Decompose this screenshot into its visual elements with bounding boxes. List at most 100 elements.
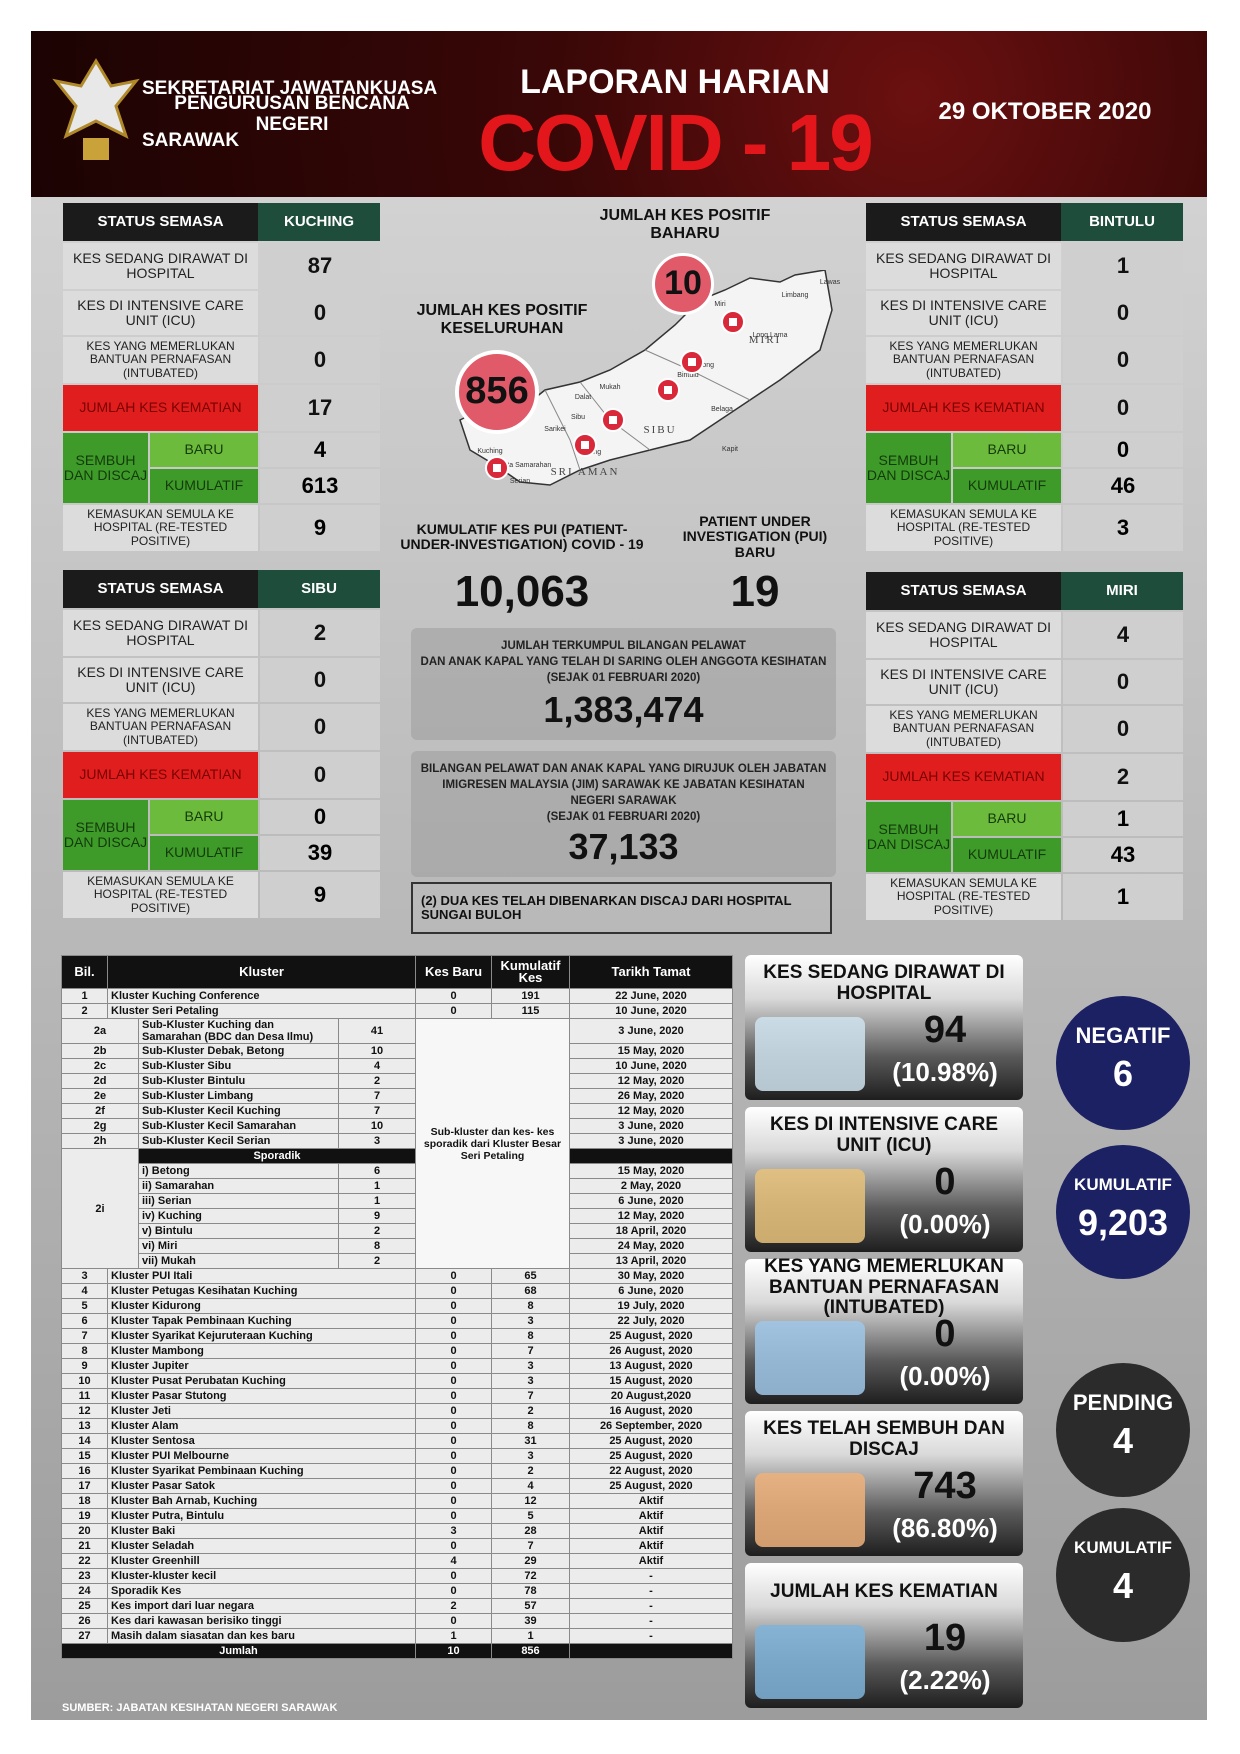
row-value: 87 xyxy=(260,243,380,289)
table-cell: 1 xyxy=(415,1628,492,1644)
table-cell xyxy=(569,1643,733,1659)
cumulative-label: KUMULATIF xyxy=(150,836,258,870)
map-town-label: Kapit xyxy=(722,446,738,454)
card-value: 19 xyxy=(923,1617,967,1660)
table-cell: Kluster Baki xyxy=(107,1523,416,1539)
table-cell: 6 xyxy=(61,1313,108,1329)
row-label: KES SEDANG DIRAWAT DI HOSPITAL xyxy=(63,610,258,656)
card-illustration xyxy=(755,1321,865,1395)
table-row: 11 Kluster Pasar Stutong 0 7 20 August,2020 xyxy=(61,1388,733,1404)
cumulative-label: KUMULATIF xyxy=(953,838,1061,872)
circle-label: PENDING xyxy=(1072,1389,1174,1415)
table-row: 14 Kluster Sentosa 0 31 25 August, 2020 xyxy=(61,1433,733,1449)
table-cell: 22 xyxy=(61,1553,108,1569)
table-row: 25 Kes import dari luar negara 2 57- xyxy=(61,1598,733,1614)
row-value: 4 xyxy=(1063,612,1183,658)
cumulative-value: 613 xyxy=(260,469,380,503)
table-row: iii) Serian 1 6 June, 2020 xyxy=(62,1193,733,1209)
table-cell: Kluster Tapak Pembinaan Kuching xyxy=(107,1313,416,1329)
table-cell: Kluster PUI Itali xyxy=(107,1268,416,1284)
table-cell: 24 May, 2020 xyxy=(569,1238,733,1254)
table-cell: 10 xyxy=(338,1118,416,1134)
table-cell: 7 xyxy=(338,1103,416,1119)
table-cell: 2 xyxy=(338,1223,416,1239)
table-cell: 13 April, 2020 xyxy=(569,1253,733,1269)
total-cases-label: JUMLAH KES POSITIF KESELURUHAN xyxy=(416,302,588,337)
table-cell: 10 xyxy=(338,1043,416,1059)
table-cell: 8 xyxy=(338,1238,416,1254)
table-cell: 0 xyxy=(415,1298,492,1314)
table-cell: Kumulatif Kes xyxy=(491,955,570,989)
hospital-icon xyxy=(688,358,696,366)
table-row: 13 Kluster Alam 0 8 26 September, 2020 xyxy=(61,1418,733,1434)
table-cell: 22 August, 2020 xyxy=(569,1463,733,1479)
table-cell: 41 xyxy=(338,1018,416,1044)
table-cell: 20 August,2020 xyxy=(569,1388,733,1404)
table-cell: 0 xyxy=(415,1358,492,1374)
info-line: DAN ANAK KAPAL YANG TELAH DI SARING OLEH… xyxy=(420,655,827,668)
table-cell: 0 xyxy=(415,1493,492,1509)
report-date: 29 OKTOBER 2020 xyxy=(938,97,1152,125)
table-cell: 9 xyxy=(61,1358,108,1374)
table-cell: 26 May, 2020 xyxy=(569,1088,733,1104)
circle-value: 6 xyxy=(1112,1053,1134,1095)
table-row: 2b Sub-Kluster Debak, Betong 10 15 May, 202… xyxy=(61,1043,733,1059)
summary-card: KES TELAH SEMBUH DAN DISCAJ 743 (86.80%) xyxy=(745,1411,1023,1556)
row-value: 9 xyxy=(260,872,380,918)
card-illustration xyxy=(755,1625,865,1699)
table-cell: 3 xyxy=(491,1448,570,1464)
circle-value: 4 xyxy=(1112,1420,1134,1462)
table-cell: 17 xyxy=(61,1478,108,1494)
table-cell: Kluster Jupiter xyxy=(107,1358,416,1374)
table-cell: 10 xyxy=(415,1643,492,1659)
table-cell: 2d xyxy=(61,1073,139,1089)
table-cell: 4 xyxy=(491,1478,570,1494)
new-label: BARU xyxy=(150,433,258,467)
new-cases-label: JUMLAH KES POSITIF BAHARU xyxy=(599,207,771,242)
table-cell: vi) Miri xyxy=(138,1238,339,1254)
hospital-icon xyxy=(664,386,672,394)
info-box: JUMLAH TERKUMPUL BILANGAN PELAWAT DAN ANA… xyxy=(411,628,836,740)
new-value: 1 xyxy=(1063,802,1183,836)
table-cell: Sub-Kluster Kecil Serian xyxy=(138,1133,339,1149)
panel-header: STATUS SEMASA xyxy=(63,203,258,241)
table-cell: Masih dalam siasatan dan kes baru xyxy=(107,1628,416,1644)
row-value: 0 xyxy=(260,291,380,335)
header-banner xyxy=(31,31,1207,197)
table-cell: 7 xyxy=(491,1388,570,1404)
hospital-marker xyxy=(680,350,704,374)
info-value: 37,133 xyxy=(568,826,679,868)
table-row: 17 Kluster Pasar Satok 0 4 25 August, 2020 xyxy=(61,1478,733,1494)
table-cell: 2g xyxy=(61,1118,139,1134)
info-line: (SEJAK 01 FEBRUARI 2020) xyxy=(546,671,701,684)
table-cell: Kes import dari luar negara xyxy=(107,1598,416,1614)
table-cell: 78 xyxy=(491,1583,570,1599)
table-cell: 2 xyxy=(491,1403,570,1419)
table-row: 22 Kluster Greenhill 4 29 Aktif xyxy=(61,1553,733,1569)
table-cell: 0 xyxy=(415,1003,492,1019)
table-row: 8 Kluster Mambong 0 7 26 August, 2020 xyxy=(61,1343,733,1359)
row-label: KES DI INTENSIVE CARE UNIT (ICU) xyxy=(866,660,1061,704)
table-cell: 0 xyxy=(415,1448,492,1464)
table-cell: Kluster Mambong xyxy=(107,1343,416,1359)
table-cell: Kluster Pasar Satok xyxy=(107,1478,416,1494)
table-cell: iv) Kuching xyxy=(138,1208,339,1224)
table-cell: 7 xyxy=(338,1088,416,1104)
table-row: 2d Sub-Kluster Bintulu 2 12 May, 2020 xyxy=(61,1073,733,1089)
table-row: 23 Kluster-kluster kecil 0 72- xyxy=(61,1568,733,1584)
table-cell: 115 xyxy=(491,1003,570,1019)
info-box: BILANGAN PELAWAT DAN ANAK KAPAL YANG DIR… xyxy=(411,751,836,877)
panel-header: STATUS SEMASA xyxy=(63,570,258,608)
info-line: JUMLAH TERKUMPUL BILANGAN PELAWAT xyxy=(501,639,746,652)
cumulative-value: 43 xyxy=(1063,838,1183,872)
cumulative-value: 39 xyxy=(260,836,380,870)
table-cell: 11 xyxy=(61,1388,108,1404)
table-row: v) Bintulu 2 18 April, 2020 xyxy=(62,1223,733,1239)
map-town-label: Mukah xyxy=(599,384,621,392)
table-cell: 3 xyxy=(491,1373,570,1389)
table-cell: 2a xyxy=(61,1018,139,1044)
table-cell: Kluster Syarikat Kejuruteraan Kuching xyxy=(107,1328,416,1344)
district-name: MIRI xyxy=(1061,572,1183,610)
district-panel: STATUS SEMASA KUCHING KES SEDANG DIRAWAT D… xyxy=(63,203,380,553)
table-cell: 30 May, 2020 xyxy=(569,1268,733,1284)
